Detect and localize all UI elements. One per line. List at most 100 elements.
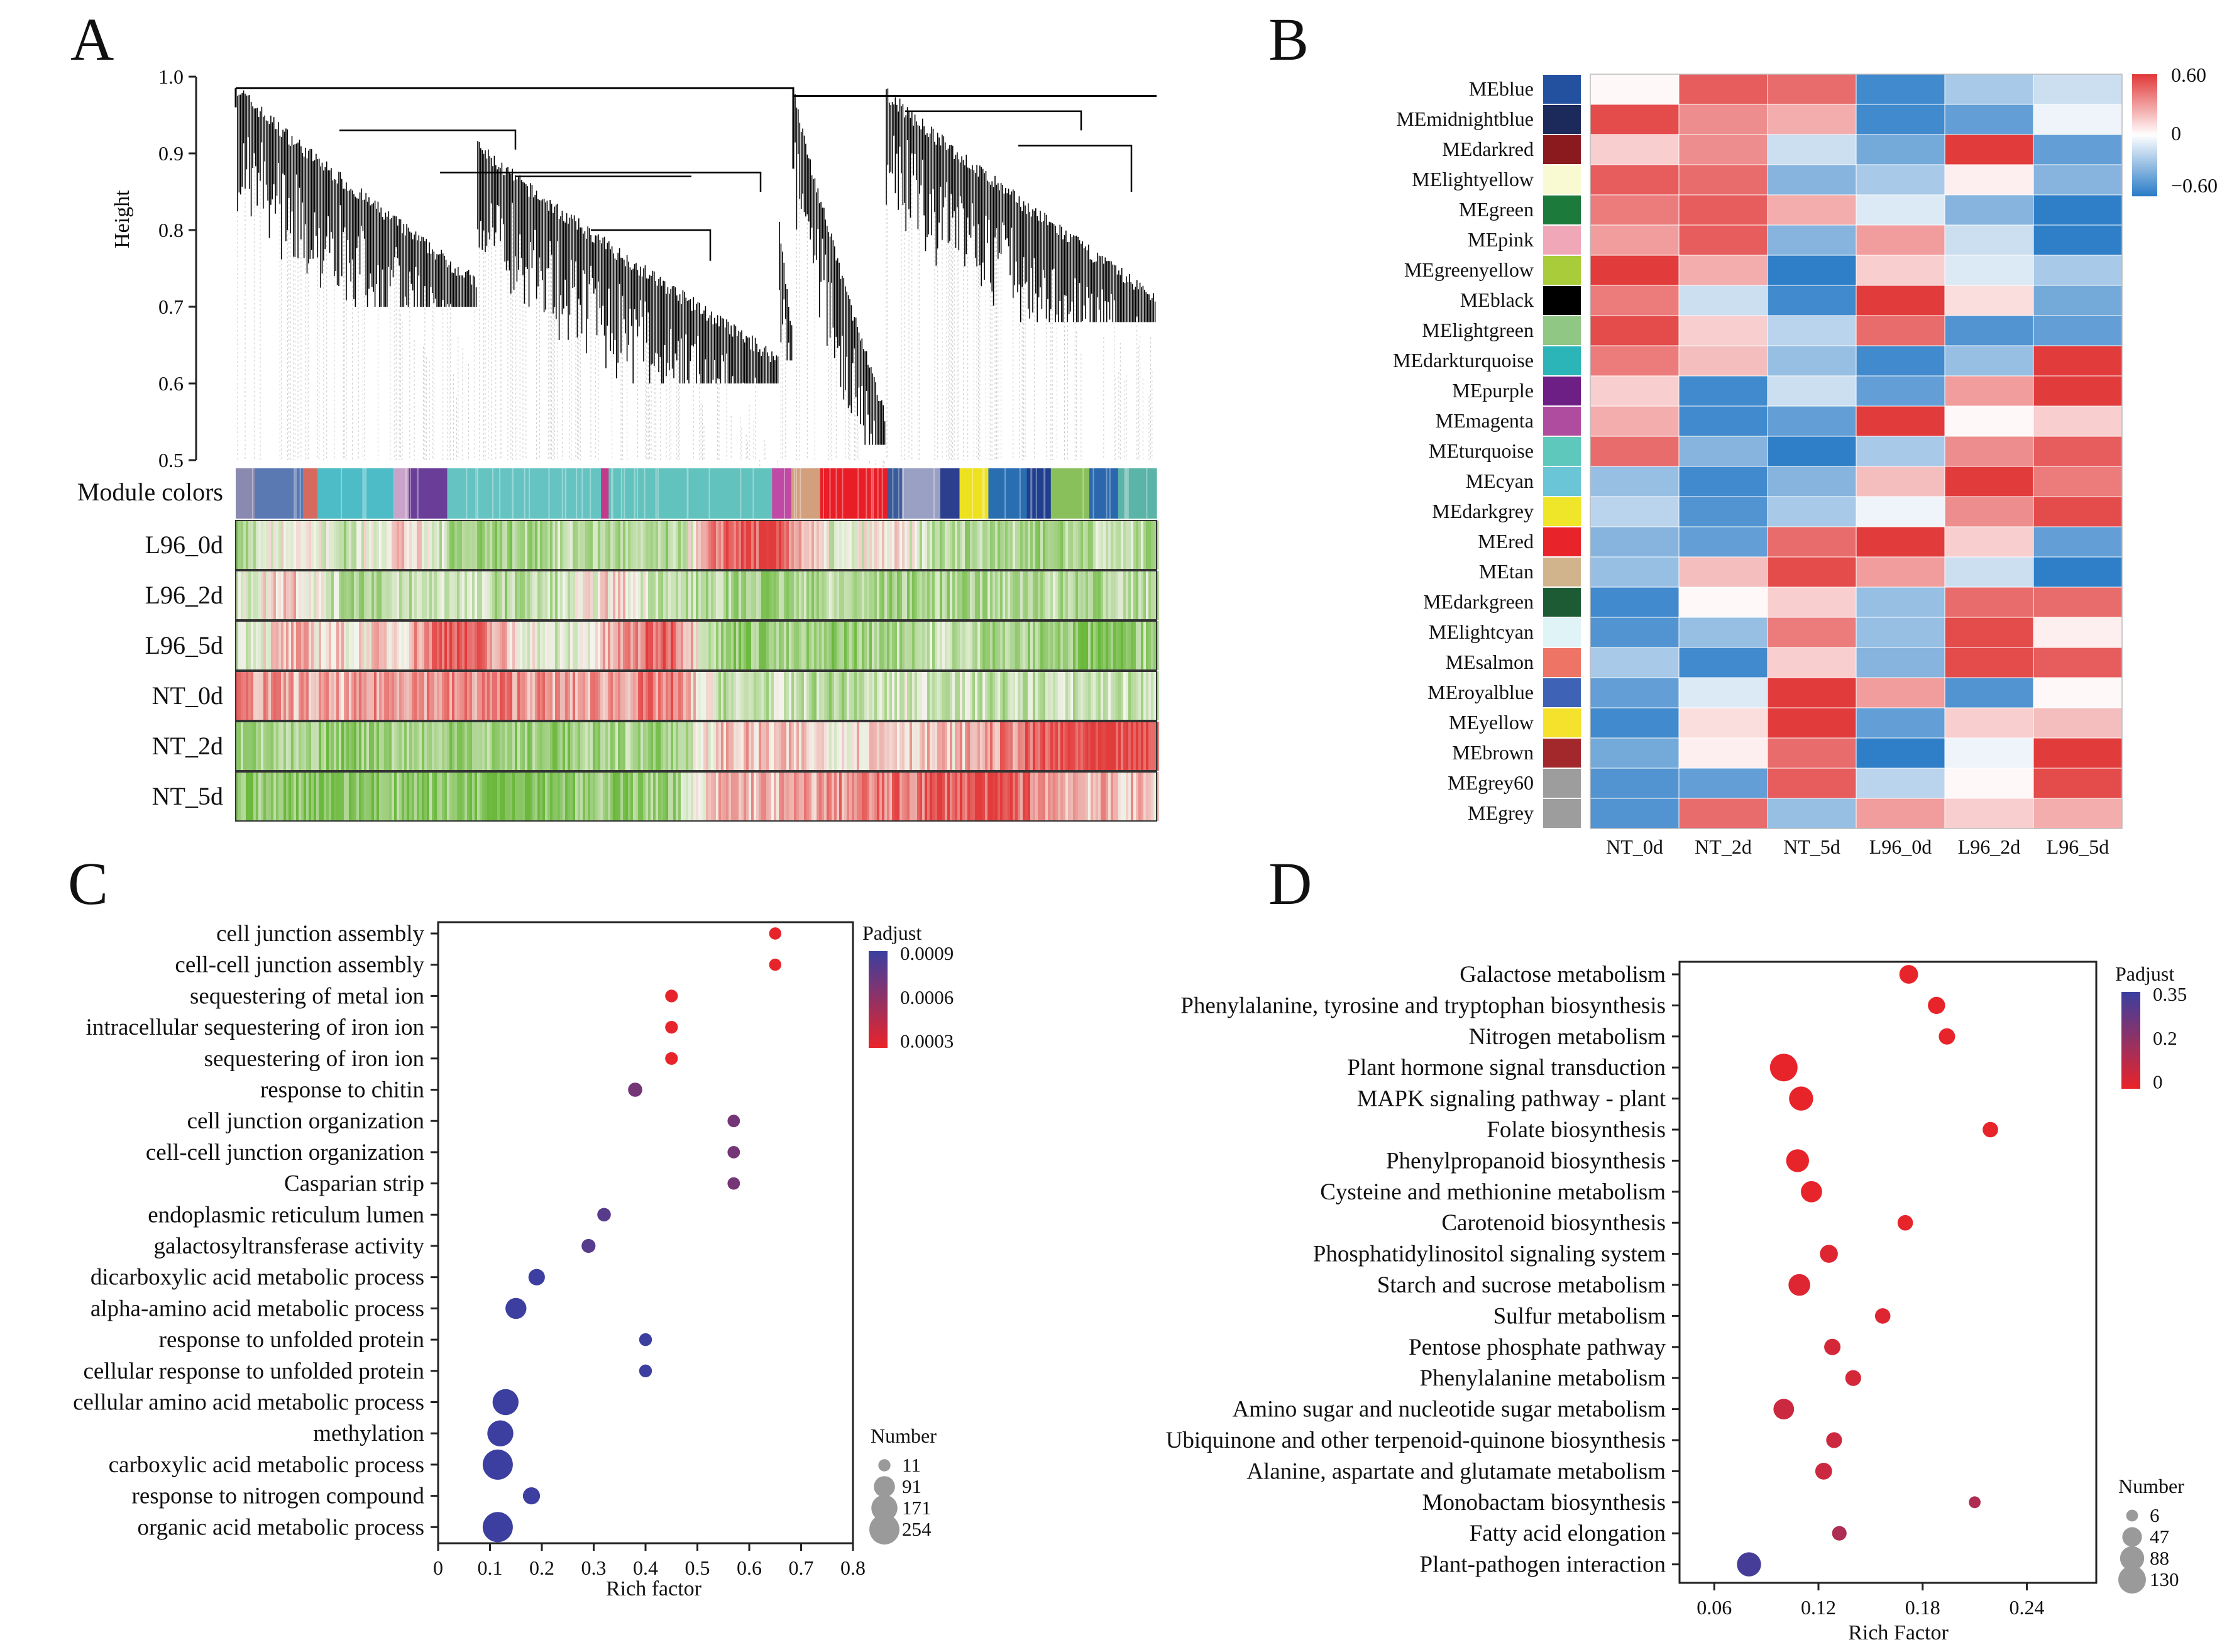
panel-a-trait-stripe [643, 520, 646, 570]
panel-a-trait-stripe [837, 722, 840, 771]
panel-a-trait-stripe [955, 772, 958, 821]
panel-a-trait-stripe [723, 722, 727, 771]
panel-a-trait-stripe [814, 520, 817, 570]
panel-a-trait-stripe [1093, 772, 1096, 821]
panel-a-trait-stripe [301, 671, 304, 720]
panel-a-trait-stripe [1123, 722, 1126, 771]
panel-a-trait-stripe [776, 772, 779, 821]
panel-a-trait-stripe [683, 671, 686, 720]
panel-a-trait-stripe [525, 621, 528, 670]
panel-a-module-streak [1126, 468, 1128, 519]
panel-a-trait-stripe [434, 621, 437, 670]
panel-b-scale-step [2132, 124, 2157, 128]
panel-a-trait-stripe [573, 772, 576, 821]
panel-a-trait-stripe [947, 520, 950, 570]
panel-a-trait-stripe [487, 722, 490, 771]
panel-b-heat-cell [1678, 345, 1768, 377]
panel-a-trait-stripe [1108, 520, 1111, 570]
panel-a-trait-stripe [899, 520, 903, 570]
panel-a-trait-stripe [701, 722, 704, 771]
panel-a-trait-stripe [1063, 671, 1066, 720]
panel-a-trait-stripe [759, 520, 762, 570]
panel-a-trait-stripe [615, 621, 619, 670]
panel-a-trait-stripe [407, 520, 410, 570]
panel-a-trait-stripe [424, 571, 427, 620]
panel-c-color-legend-step [869, 981, 888, 985]
panel-d-size-legend-dot [2126, 1509, 2138, 1522]
panel-a-trait-stripe [314, 571, 317, 620]
panel-a-trait-stripe [1000, 520, 1003, 570]
panel-a-trait-stripe [998, 621, 1001, 670]
panel-a-trait-stripe [656, 722, 659, 771]
panel-a-trait-stripe [894, 520, 898, 570]
panel-a-trait-stripe [610, 571, 613, 620]
panel-b-module-label: MEroyalblue [1427, 681, 1534, 703]
panel-a-trait-stripe [475, 722, 478, 771]
panel-a-module-streak [881, 468, 883, 519]
panel-a-trait-stripe [1151, 520, 1154, 570]
panel-a-trait-stripe [809, 722, 812, 771]
panel-a-trait-stripe [289, 772, 292, 821]
panel-a-trait-stripe [321, 621, 324, 670]
panel-b-heat-cell [1856, 737, 1945, 769]
panel-a-trait-stripe [1156, 520, 1159, 570]
panel-a-trait-stripe [424, 621, 427, 670]
panel-a-trait-stripe [278, 571, 282, 620]
panel-a-trait-stripe [512, 571, 515, 620]
panel-c-color-legend-step [869, 1035, 888, 1038]
panel-c-color-legend-label: 0.0006 [900, 986, 954, 1008]
panel-a-trait-stripe [1078, 722, 1081, 771]
panel-a-trait-stripe [261, 772, 264, 821]
panel-a-trait-stripe [387, 772, 390, 821]
panel-b-scale-step [2132, 90, 2157, 93]
panel-a-trait-stripe [243, 571, 246, 620]
panel-b-heat-cell [1678, 194, 1768, 226]
panel-d-color-legend-step [2121, 1049, 2140, 1052]
panel-a-trait-stripe [957, 520, 960, 570]
panel-a-trait-stripe [1030, 571, 1033, 620]
panel-a-trait-stripe [346, 520, 349, 570]
panel-a-trait-stripe [291, 722, 294, 771]
panel-d-color-legend-step [2121, 1042, 2140, 1045]
panel-a-dendrogram-heatmap: Height 0.50.60.70.80.91.0 Module colors … [77, 65, 1159, 822]
panel-a-trait-stripe [291, 571, 294, 620]
panel-a-trait-stripe [256, 571, 259, 620]
panel-a-trait-stripe [510, 571, 513, 620]
panel-a-dendro-connector [339, 129, 517, 150]
panel-a-module-streak [872, 468, 874, 519]
panel-a-trait-stripe [598, 520, 601, 570]
panel-a-trait-stripe [366, 571, 370, 620]
panel-a-trait-stripe [771, 520, 774, 570]
panel-a-trait-stripe [1030, 671, 1033, 720]
panel-a-trait-stripe [686, 722, 689, 771]
panel-a-row-label: NT_0d [152, 681, 223, 710]
panel-c-x-tick-label: 0.8 [840, 1556, 866, 1579]
panel-a-trait-stripe [1053, 621, 1056, 670]
panel-a-trait-stripe [799, 671, 802, 720]
panel-a-trait-stripe [563, 571, 566, 620]
panel-a-trait-stripe [1116, 571, 1119, 620]
panel-a-trait-stripe [1096, 722, 1099, 771]
panel-a-trait-stripe [361, 671, 365, 720]
panel-d-color-legend-step [2121, 1067, 2140, 1070]
panel-a-trait-stripe [658, 772, 661, 821]
panel-a-trait-stripe [283, 772, 287, 821]
panel-d-dot [1786, 1149, 1809, 1172]
panel-a-trait-stripe [568, 571, 571, 620]
panel-a-trait-stripe [713, 671, 717, 720]
panel-a-trait-stripe [276, 621, 279, 670]
panel-a-trait-stripe [615, 722, 619, 771]
panel-a-trait-stripe [691, 520, 694, 570]
panel-c-color-legend-step [869, 1041, 888, 1044]
panel-a-trait-stripe [414, 772, 417, 821]
panel-a-trait-stripe [819, 621, 822, 670]
panel-a-trait-stripe [283, 722, 287, 771]
panel-a-trait-stripe [382, 520, 385, 570]
panel-a-trait-stripe [987, 571, 991, 620]
panel-a-trait-stripe [475, 621, 478, 670]
panel-c-dot [628, 1082, 642, 1097]
panel-a-trait-stripe [449, 772, 453, 821]
panel-a-trait-stripe [593, 722, 596, 771]
panel-a-trait-stripe [718, 520, 722, 570]
